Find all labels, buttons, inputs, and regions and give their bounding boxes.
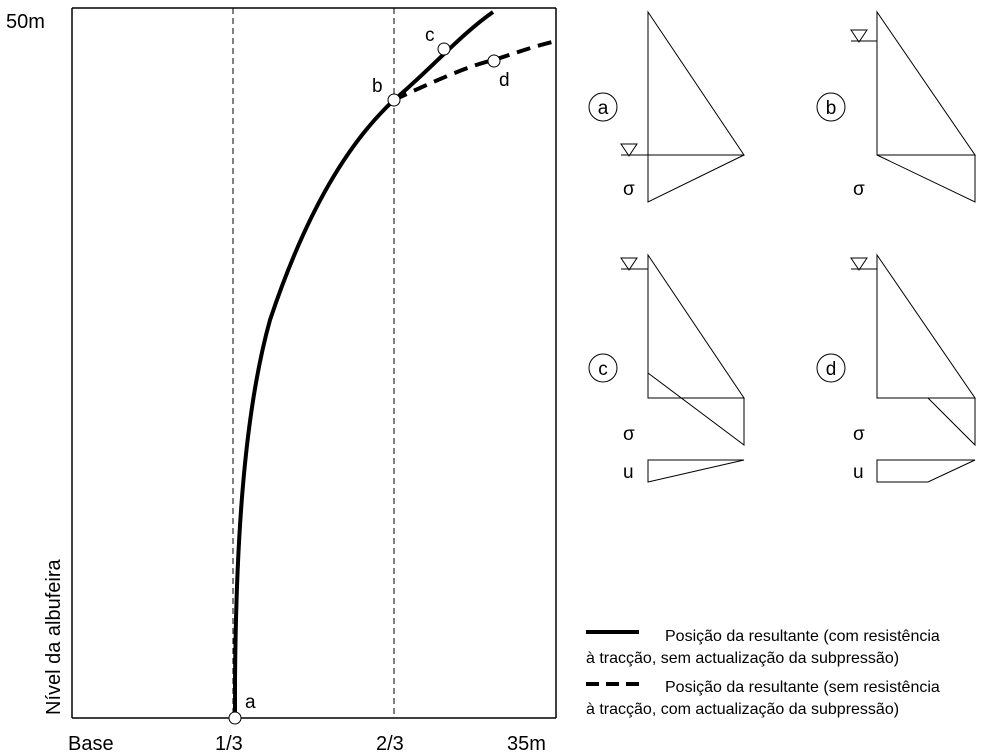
y-axis-title: Nível da albufeira — [43, 558, 65, 715]
water-level-triangle-b — [850, 29, 868, 43]
panel-a-circle-marker — [588, 92, 618, 122]
uplift-diagram-d — [876, 459, 976, 483]
legend-dashed-text-line1: Posição da resultante (sem resistência — [665, 679, 940, 696]
resultant-curve-with-tensile-strength — [233, 10, 495, 718]
stress-diagram-shape-d — [927, 397, 976, 447]
y-top-label: 50m — [6, 11, 45, 33]
uplift-label-d: u — [853, 462, 864, 483]
water-level-triangle-c — [620, 257, 638, 271]
point-a-marker — [228, 711, 242, 725]
sigma-label-b: σ — [853, 179, 865, 200]
panel-b-label: b — [826, 98, 837, 119]
point-d-marker — [487, 54, 501, 68]
point-d-label: d — [499, 70, 510, 91]
dam-profile-b — [876, 10, 976, 156]
panel-d-label: d — [826, 359, 837, 380]
dam-profile-d — [876, 253, 976, 399]
uplift-diagram-c — [647, 459, 745, 483]
panel-a-label: a — [598, 98, 609, 119]
panel-d-circle-marker — [816, 353, 846, 383]
stress-diagram-c: c σ u — [588, 253, 745, 483]
x-tick-base: Base — [68, 733, 114, 753]
sigma-label-d: σ — [853, 424, 865, 445]
stress-triangle-a — [647, 154, 745, 203]
stress-diagram-b: b σ — [816, 10, 976, 203]
panel-b-circle-marker — [816, 92, 846, 122]
point-c-marker — [437, 42, 451, 56]
legend-dashed-text-line2: à tracção, com actualização da subpressã… — [586, 701, 900, 718]
point-b-label: b — [372, 76, 383, 97]
main-plot: a b c d 50m Nível da albufeira Base 1/3 … — [6, 7, 557, 753]
resultant-curve-without-tensile-strength — [393, 39, 557, 102]
sigma-label-c: σ — [623, 424, 635, 445]
water-level-triangle-d — [850, 257, 868, 271]
stress-diagram-a: a σ — [588, 10, 745, 203]
stress-diagram-d: d σ u — [816, 253, 976, 483]
water-level-triangle-a — [620, 143, 638, 157]
point-a-label: a — [245, 692, 256, 713]
legend-solid-text-line1: Posição da resultante (com resistência — [665, 628, 940, 645]
x-tick-one-third: 1/3 — [215, 733, 243, 753]
x-tick-end: 35m — [507, 733, 546, 753]
point-b-marker — [387, 93, 401, 107]
uplift-label-c: u — [623, 462, 634, 483]
dam-profile-a — [647, 10, 745, 156]
point-c-label: c — [425, 25, 435, 46]
sigma-label-a: σ — [623, 179, 635, 200]
panel-c-circle-marker — [588, 353, 618, 383]
legend-solid-text-line2: à tracção, sem actualização da subpressã… — [586, 650, 900, 667]
stress-triangle-c — [647, 372, 745, 446]
x-tick-two-thirds: 2/3 — [376, 733, 404, 753]
dam-profile-c — [647, 253, 745, 399]
stress-trapezoid-b — [876, 154, 976, 203]
panel-c-label: c — [598, 359, 608, 380]
